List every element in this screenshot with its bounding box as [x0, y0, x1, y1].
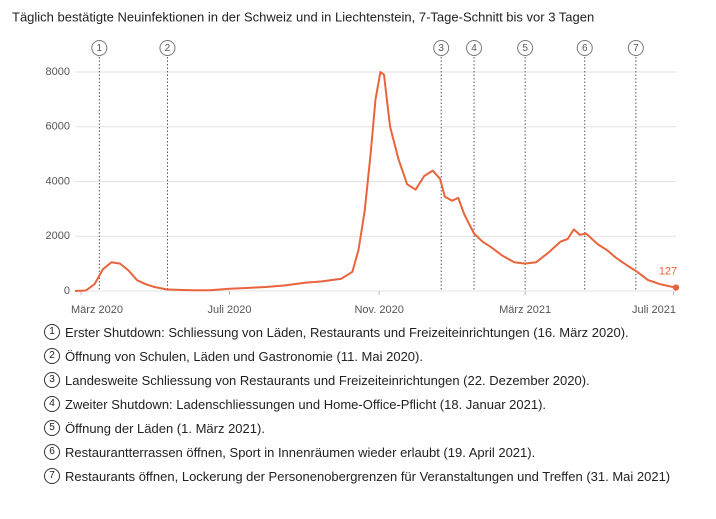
event-marker [517, 40, 534, 56]
event-note-text: Landesweite Schliessung von Restaurants … [65, 373, 590, 388]
event-note-number: 2 [44, 348, 60, 364]
event-note: 4 Zweiter Shutdown: Ladenschliessungen un… [44, 395, 694, 414]
chart: Täglich bestätigte Neuinfektionen in der… [12, 9, 680, 316]
x-tick-label: März 2021 [499, 304, 551, 316]
x-tick-label: März 2020 [71, 304, 123, 316]
event-note-number: 6 [44, 444, 60, 460]
event-note-number: 7 [44, 468, 60, 484]
chart-title: Täglich bestätigte Neuinfektionen in der… [12, 9, 594, 24]
event-note-text: Zweiter Shutdown: Ladenschliessungen und… [65, 397, 547, 412]
event-marker [627, 40, 644, 56]
event-note-text: Öffnung von Schulen, Läden und Gastronom… [65, 349, 423, 364]
event-note-number: 3 [44, 372, 60, 388]
event-note-text: Restaurantterrassen öffnen, Sport in Inn… [65, 445, 536, 460]
event-note: 1 Erster Shutdown: Schliessung von Läden,… [44, 323, 694, 342]
event-number: 2 [165, 43, 171, 54]
event-note: 6 Restaurantterrassen öffnen, Sport in In… [44, 443, 694, 462]
event-note-text: Restaurants öffnen, Lockerung der Person… [65, 469, 671, 484]
event-marker [576, 40, 593, 56]
event-note-number: 4 [44, 396, 60, 412]
y-tick-label: 0 [64, 285, 70, 297]
event-note: 7 Restaurants öffnen, Lockerung der Perso… [44, 467, 694, 486]
event-note: 5 Öffnung der Läden (1. März 2021). [44, 419, 694, 438]
end-point [672, 284, 680, 291]
event-marker [159, 40, 176, 56]
event-number: 6 [582, 43, 588, 54]
x-tick-label: Juli 2021 [632, 304, 676, 316]
event-number: 7 [633, 43, 639, 54]
event-number: 1 [97, 43, 103, 54]
y-tick-label: 8000 [46, 66, 70, 78]
y-tick-label: 2000 [46, 230, 70, 242]
x-tick-label: Nov. 2020 [354, 304, 403, 316]
line [74, 71, 677, 292]
event-note: 3 Landesweite Schliessung von Restaurants… [44, 371, 694, 390]
y-tick-label: 4000 [46, 175, 70, 187]
event-marker [433, 40, 450, 56]
event-note-number: 1 [44, 324, 60, 340]
event-note-text: Öffnung der Läden (1. März 2021). [65, 421, 265, 436]
event-notes: 1 Erster Shutdown: Schliessung von Läden,… [44, 323, 694, 491]
event-note-text: Erster Shutdown: Schliessung von Läden, … [65, 325, 629, 340]
event-marker [466, 40, 483, 56]
event-number: 5 [522, 43, 528, 54]
end-value-label: 127 [659, 265, 677, 277]
x-tick-label: Juli 2020 [207, 304, 251, 316]
event-number: 4 [471, 43, 477, 54]
event-number: 3 [438, 43, 444, 54]
y-tick-label: 6000 [46, 121, 70, 133]
event-note-number: 5 [44, 420, 60, 436]
event-marker [91, 40, 108, 56]
event-note: 2 Öffnung von Schulen, Läden und Gastrono… [44, 347, 694, 366]
